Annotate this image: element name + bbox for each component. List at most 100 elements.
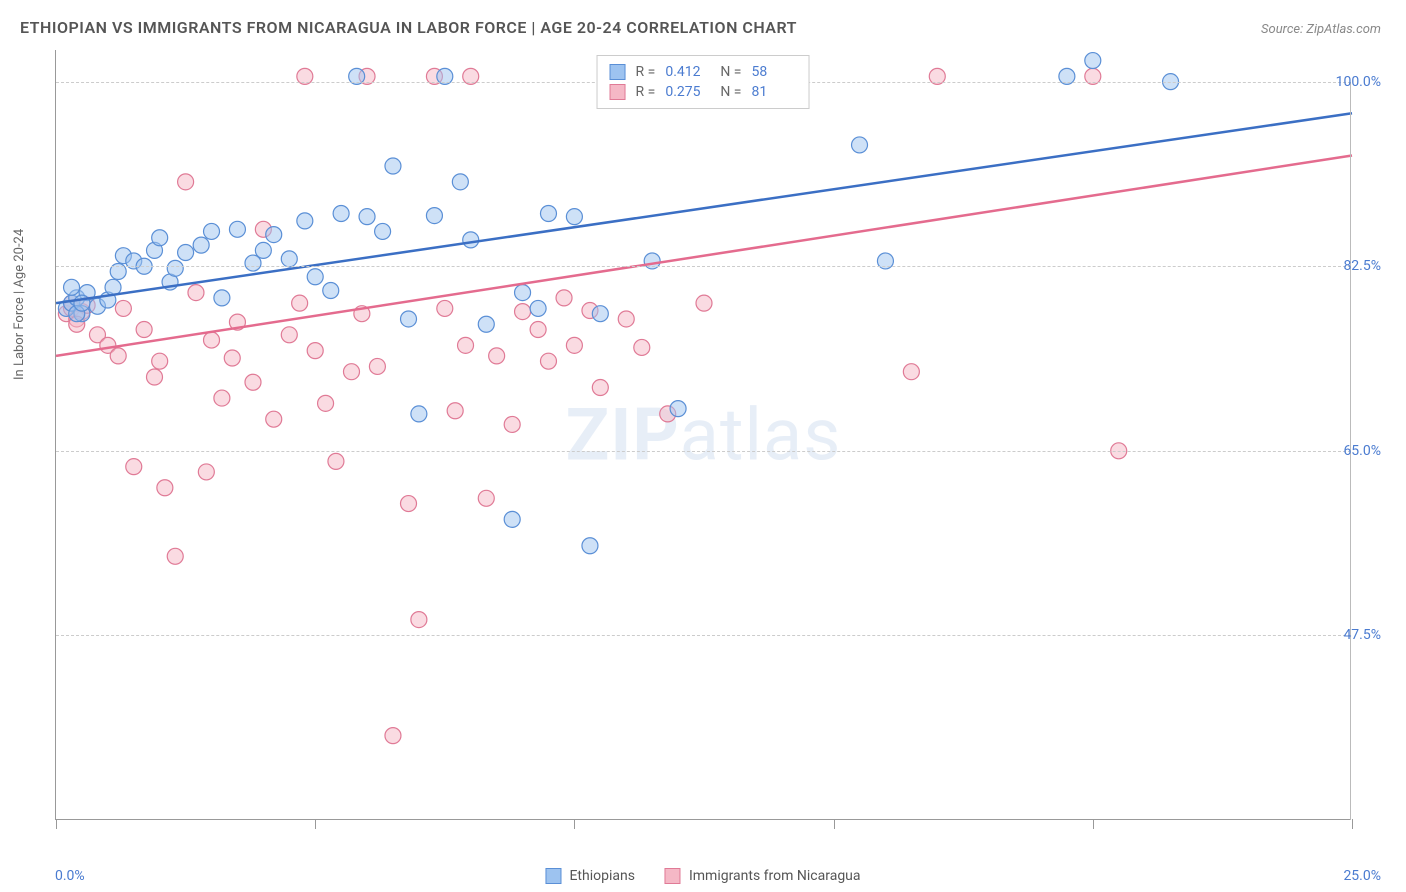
- scatter-point: [152, 353, 168, 369]
- scatter-plot-svg: [56, 50, 1351, 819]
- scatter-point: [193, 237, 209, 253]
- scatter-point: [1085, 53, 1101, 69]
- legend-label: Ethiopians: [569, 868, 634, 884]
- scatter-point: [204, 332, 220, 348]
- scatter-point: [214, 290, 230, 306]
- legend-item-ethiopians: Ethiopians: [545, 868, 634, 884]
- scatter-point: [333, 205, 349, 221]
- x-tick: [315, 819, 316, 829]
- scatter-point: [214, 390, 230, 406]
- scatter-point: [530, 300, 546, 316]
- correlation-legend: R = 0.412 N = 58 R = 0.275 N = 81: [597, 55, 810, 109]
- scatter-point: [670, 401, 686, 417]
- r-value-1: 0.412: [665, 64, 710, 80]
- scatter-point: [229, 221, 245, 237]
- scatter-point: [255, 242, 271, 258]
- scatter-point: [852, 137, 868, 153]
- scatter-point: [323, 282, 339, 298]
- scatter-point: [437, 300, 453, 316]
- legend-swatch-blue: [610, 64, 626, 80]
- scatter-point: [204, 223, 220, 239]
- y-tick-label: 100.0%: [1336, 74, 1381, 90]
- r-label: R =: [636, 64, 656, 80]
- n-value-1: 58: [751, 64, 796, 80]
- scatter-point: [343, 364, 359, 380]
- source-attribution: Source: ZipAtlas.com: [1261, 22, 1381, 37]
- scatter-point: [307, 269, 323, 285]
- x-tick: [1352, 819, 1353, 829]
- scatter-point: [530, 322, 546, 338]
- scatter-point: [198, 464, 214, 480]
- scatter-point: [136, 322, 152, 338]
- scatter-point: [540, 205, 556, 221]
- scatter-point: [401, 496, 417, 512]
- scatter-point: [318, 395, 334, 411]
- n-value-2: 81: [751, 84, 796, 100]
- series-legend: Ethiopians Immigrants from Nicaragua: [545, 868, 860, 884]
- scatter-point: [369, 358, 385, 374]
- scatter-point: [411, 612, 427, 628]
- legend-swatch-blue: [545, 868, 561, 884]
- scatter-point: [281, 251, 297, 267]
- legend-item-nicaragua: Immigrants from Nicaragua: [665, 868, 861, 884]
- scatter-point: [245, 374, 261, 390]
- scatter-point: [167, 548, 183, 564]
- scatter-point: [115, 300, 131, 316]
- scatter-point: [556, 290, 572, 306]
- scatter-point: [592, 306, 608, 322]
- gridline: [56, 266, 1351, 267]
- scatter-point: [167, 260, 183, 276]
- scatter-point: [266, 411, 282, 427]
- legend-row-series-2: R = 0.275 N = 81: [610, 82, 797, 102]
- scatter-point: [903, 364, 919, 380]
- x-tick: [834, 819, 835, 829]
- legend-row-series-1: R = 0.412 N = 58: [610, 62, 797, 82]
- scatter-point: [515, 304, 531, 320]
- legend-label: Immigrants from Nicaragua: [689, 868, 861, 884]
- scatter-point: [281, 327, 297, 343]
- y-tick-label: 82.5%: [1343, 258, 1381, 274]
- scatter-point: [385, 158, 401, 174]
- n-label: N =: [720, 64, 741, 80]
- x-tick: [1093, 819, 1094, 829]
- scatter-point: [157, 480, 173, 496]
- r-value-2: 0.275: [665, 84, 710, 100]
- scatter-point: [401, 311, 417, 327]
- scatter-point: [592, 380, 608, 396]
- scatter-point: [426, 208, 442, 224]
- scatter-point: [385, 728, 401, 744]
- scatter-point: [266, 227, 282, 243]
- chart-title: ETHIOPIAN VS IMMIGRANTS FROM NICARAGUA I…: [20, 18, 797, 37]
- scatter-point: [297, 213, 313, 229]
- scatter-point: [618, 311, 634, 327]
- scatter-point: [566, 209, 582, 225]
- scatter-point: [411, 406, 427, 422]
- scatter-point: [188, 285, 204, 301]
- legend-swatch-pink: [610, 84, 626, 100]
- scatter-point: [452, 174, 468, 190]
- y-axis-label: In Labor Force | Age 20-24: [12, 229, 27, 380]
- x-tick-label-max: 25.0%: [1343, 868, 1381, 884]
- scatter-point: [566, 337, 582, 353]
- y-tick-label: 47.5%: [1343, 627, 1381, 643]
- plot-area: ZIPatlas: [55, 50, 1351, 820]
- x-tick: [56, 819, 57, 829]
- scatter-point: [359, 209, 375, 225]
- scatter-point: [292, 295, 308, 311]
- scatter-point: [478, 490, 494, 506]
- scatter-point: [178, 245, 194, 261]
- scatter-point: [463, 232, 479, 248]
- scatter-point: [515, 285, 531, 301]
- scatter-point: [489, 348, 505, 364]
- scatter-point: [152, 230, 168, 246]
- scatter-point: [178, 174, 194, 190]
- n-label: N =: [720, 84, 741, 100]
- scatter-point: [540, 353, 556, 369]
- gridline: [56, 451, 1351, 452]
- x-tick-label-min: 0.0%: [55, 868, 85, 884]
- scatter-point: [696, 295, 712, 311]
- scatter-point: [634, 339, 650, 355]
- scatter-point: [504, 416, 520, 432]
- y-tick-label: 65.0%: [1343, 443, 1381, 459]
- legend-swatch-pink: [665, 868, 681, 884]
